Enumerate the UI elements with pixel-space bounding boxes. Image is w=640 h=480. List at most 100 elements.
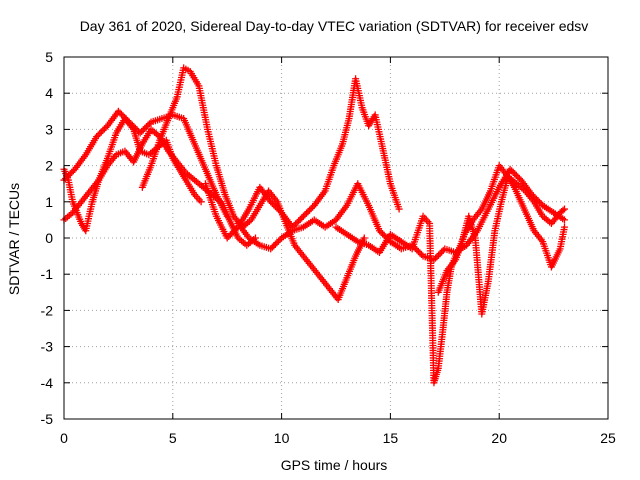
data-point-interp — [298, 214, 306, 222]
series-7 — [332, 172, 568, 387]
data-point-interp — [304, 208, 312, 216]
x-tick-label: 10 — [274, 430, 290, 446]
data-point-interp — [142, 123, 150, 131]
data-point-interp — [302, 209, 310, 217]
data-point-interp — [229, 228, 237, 236]
y-tick-label: 2 — [45, 158, 53, 174]
data-point-interp — [514, 173, 522, 181]
data-point-interp — [307, 205, 315, 213]
data-point-interp — [512, 171, 520, 179]
x-tick-label: 20 — [491, 430, 507, 446]
data-point-interp — [68, 168, 76, 176]
y-tick-label: -3 — [41, 339, 54, 355]
data-point — [506, 165, 514, 173]
y-tick-label: -1 — [41, 266, 54, 282]
data-point-interp — [100, 125, 108, 133]
data-point-interp — [439, 246, 447, 254]
data-point — [197, 198, 205, 206]
data-point-interp — [228, 229, 236, 237]
data-point-interp — [509, 168, 517, 176]
series-5 — [201, 75, 403, 242]
data-point-interp — [436, 250, 444, 258]
data-point-interp — [292, 220, 300, 228]
data-point-interp — [145, 120, 153, 128]
data-point-interp — [380, 231, 388, 239]
x-tick-label: 25 — [600, 430, 616, 446]
data-points — [60, 64, 568, 387]
data-point-interp — [144, 121, 152, 129]
data-point — [267, 198, 275, 206]
data-point-interp — [94, 131, 102, 139]
y-tick-label: 5 — [45, 49, 53, 65]
data-point — [223, 234, 231, 242]
y-tick-label: -2 — [41, 302, 54, 318]
data-point-interp — [511, 170, 519, 178]
grid-lines — [64, 57, 608, 419]
data-point-interp — [99, 126, 107, 134]
y-tick-label: 4 — [45, 85, 53, 101]
series-8 — [434, 162, 568, 296]
y-tick-label: -4 — [41, 375, 54, 391]
data-point-interp — [293, 218, 301, 226]
axis-ticks: 0 5 10 15 20 25 -5 -4 -3 -2 -1 0 1 2 3 4 5 — [41, 49, 616, 446]
data-point-interp — [559, 206, 567, 214]
data-point — [395, 205, 403, 213]
data-point-interp — [377, 228, 385, 236]
series-3 — [60, 115, 205, 235]
data-point-interp — [273, 204, 281, 212]
data-point-interp — [508, 167, 516, 175]
data-point-interp — [270, 201, 278, 209]
data-point-interp — [139, 126, 147, 134]
data-point — [376, 227, 384, 235]
x-tick-label: 15 — [383, 430, 399, 446]
data-point-interp — [379, 230, 387, 238]
y-axis-label: SDTVAR / TECUs — [6, 183, 22, 295]
data-point-interp — [417, 251, 425, 259]
data-point-interp — [270, 242, 278, 250]
data-point-interp — [141, 124, 149, 132]
data-point-interp — [226, 231, 234, 239]
data-point-interp — [296, 215, 304, 223]
data-point-interp — [225, 232, 233, 240]
series-1 — [60, 107, 231, 220]
series-4 — [138, 64, 368, 304]
data-point-interp — [118, 110, 126, 118]
data-point — [560, 223, 568, 231]
data-point-interp — [274, 206, 282, 214]
data-point-interp — [271, 240, 279, 248]
data-point-interp — [295, 217, 303, 225]
data-point-interp — [268, 243, 276, 251]
data-point-interp — [116, 109, 124, 117]
data-point — [267, 245, 275, 253]
data-point-interp — [416, 249, 424, 257]
data-point-interp — [271, 202, 279, 210]
data-point-interp — [438, 248, 446, 256]
data-point-interp — [274, 237, 282, 245]
chart-title: Day 361 of 2020, Sidereal Day-to-day VTE… — [80, 18, 589, 34]
y-tick-label: -5 — [41, 411, 54, 427]
data-point — [136, 129, 144, 137]
data-point — [430, 256, 438, 264]
x-tick-label: 0 — [60, 430, 68, 446]
data-point — [299, 212, 307, 220]
data-point-interp — [306, 206, 314, 214]
data-point-interp — [414, 247, 422, 255]
y-tick-label: 0 — [45, 230, 53, 246]
data-point-interp — [301, 211, 309, 219]
data-point-interp — [231, 226, 239, 234]
data-point-interp — [435, 251, 443, 259]
data-point-interp — [268, 199, 276, 207]
data-point — [93, 133, 101, 141]
data-point — [560, 216, 568, 224]
data-point-interp — [273, 239, 281, 247]
x-axis-label: GPS time / hours — [281, 457, 388, 473]
data-point-interp — [433, 253, 441, 261]
x-tick-label: 5 — [169, 430, 177, 446]
y-tick-label: 3 — [45, 121, 53, 137]
data-point-interp — [96, 130, 104, 138]
y-tick-label: 1 — [45, 194, 53, 210]
data-point-interp — [97, 128, 105, 136]
data-point — [114, 107, 122, 115]
data-point-interp — [138, 127, 146, 135]
